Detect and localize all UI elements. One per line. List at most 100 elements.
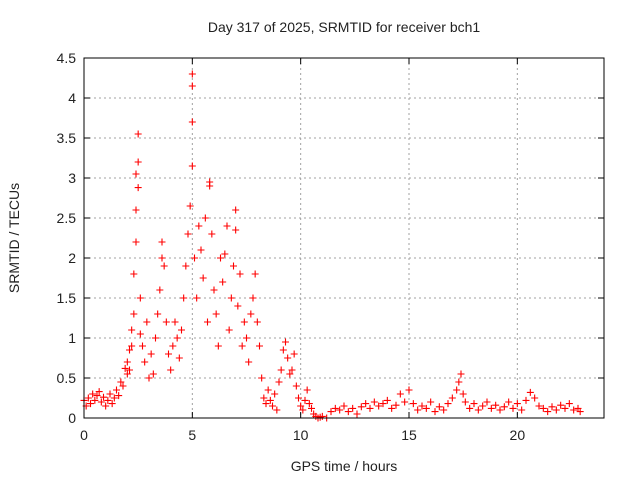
data-point (145, 374, 153, 382)
data-point (121, 364, 129, 372)
y-tick-label: 3 (68, 170, 76, 186)
data-point (500, 403, 508, 411)
y-tick-label: 0 (68, 410, 76, 426)
data-point (236, 270, 244, 278)
data-point (238, 342, 246, 350)
data-point (290, 350, 298, 358)
data-point (327, 408, 335, 416)
data-point (269, 402, 276, 410)
data-point (388, 404, 396, 412)
data-point (288, 366, 296, 374)
data-point (156, 286, 164, 294)
data-point (89, 390, 97, 398)
plot-frame (83, 57, 605, 419)
data-point (119, 382, 127, 390)
data-point (396, 390, 404, 398)
data-point (474, 406, 482, 414)
data-point (303, 386, 311, 394)
data-point (206, 178, 214, 186)
data-point (357, 403, 365, 411)
data-point (212, 310, 220, 318)
data-point (418, 402, 426, 410)
data-point (383, 396, 391, 404)
x-tick-label: 5 (188, 427, 196, 443)
data-point (214, 342, 222, 350)
data-point (106, 390, 114, 398)
data-point (100, 393, 107, 401)
data-point (243, 334, 250, 342)
data-point (134, 184, 142, 192)
data-point (162, 318, 170, 326)
x-tick-label: 0 (80, 427, 88, 443)
data-point (466, 404, 474, 412)
data-point (173, 334, 181, 342)
y-tick-label: 2.5 (57, 210, 77, 226)
data-point (217, 254, 224, 262)
data-point (132, 170, 140, 178)
data-point (539, 404, 547, 412)
data-point (576, 408, 584, 416)
data-point (188, 70, 196, 78)
data-point (240, 318, 248, 326)
data-point (518, 406, 526, 414)
data-point (102, 402, 110, 410)
data-point (262, 400, 270, 408)
data-point (284, 354, 292, 362)
data-point (191, 254, 198, 262)
data-point (282, 338, 289, 346)
data-point (175, 354, 183, 362)
data-point (570, 406, 578, 414)
data-point (295, 394, 302, 402)
data-point (139, 342, 146, 350)
data-point (453, 386, 461, 394)
data-point (84, 394, 92, 402)
data-point (184, 230, 192, 238)
data-point (130, 270, 138, 278)
data-point (208, 230, 216, 238)
data-point (509, 404, 517, 412)
data-point (392, 401, 400, 409)
data-point (188, 118, 196, 126)
data-point (548, 403, 556, 411)
data-point (143, 318, 151, 326)
data-point (210, 286, 218, 294)
x-tick-label: 10 (293, 427, 309, 443)
data-point (435, 403, 443, 411)
y-tick-label: 1.5 (57, 290, 77, 306)
data-point (136, 294, 144, 302)
data-point (544, 408, 552, 416)
data-point (362, 400, 370, 408)
data-point (113, 386, 120, 394)
chart-title: Day 317 of 2025, SRMTID for receiver bch… (208, 19, 481, 35)
data-point (160, 262, 168, 270)
data-point (141, 358, 149, 366)
data-point (461, 398, 469, 406)
y-tick-label: 0.5 (57, 370, 77, 386)
data-point (197, 246, 205, 254)
data-point (225, 326, 233, 334)
data-point (258, 374, 266, 382)
data-point (271, 390, 279, 398)
data-point (130, 310, 138, 318)
data-point (375, 402, 383, 410)
data-point (178, 326, 185, 334)
data-point (256, 342, 263, 350)
data-point (409, 400, 417, 408)
data-point (557, 401, 565, 409)
data-point (221, 250, 229, 258)
data-point (204, 318, 211, 326)
data-point (126, 346, 133, 354)
data-point (230, 262, 237, 270)
data-point (158, 254, 166, 262)
y-tick-labels: 0 0.5 1 1.5 2 2.5 3 3.5 4 4.5 (57, 50, 77, 426)
data-point (286, 370, 294, 378)
data-point (87, 400, 94, 408)
data-point (275, 378, 283, 386)
grid-lines (84, 58, 604, 418)
data-point (167, 366, 175, 374)
x-tick-label: 15 (401, 427, 417, 443)
data-point (149, 370, 157, 378)
data-point (279, 346, 287, 354)
data-point (201, 214, 209, 222)
